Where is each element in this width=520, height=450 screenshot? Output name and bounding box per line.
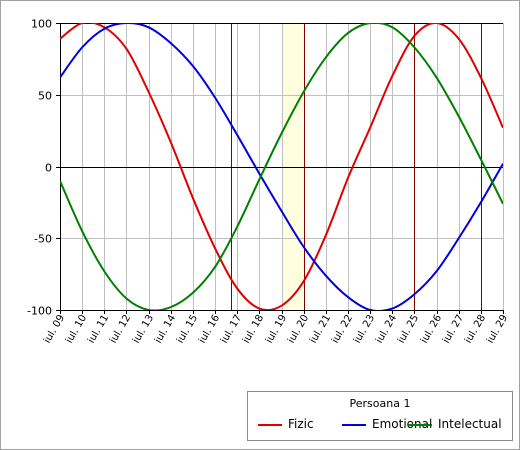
legend-title: Persoana 1 <box>349 397 411 410</box>
legend-label-emotional: Emotional <box>372 417 433 431</box>
series-line-emotional <box>60 23 503 310</box>
legend-swatch-intelectual <box>408 424 432 426</box>
legend-label-fizic: Fizic <box>288 417 314 431</box>
y-tick-label: -50 <box>34 233 52 246</box>
y-tick-label: 0 <box>45 162 52 175</box>
y-tick-label: 100 <box>31 18 52 31</box>
y-tick-label: -100 <box>27 305 52 318</box>
series-line-intelectual <box>60 23 503 310</box>
legend-swatch-emotional <box>342 424 366 426</box>
highlight-band <box>281 23 304 310</box>
x-tick-label: iul. 12 <box>108 313 133 345</box>
series-line-fizic <box>60 23 503 310</box>
x-tick-label: iul. 18 <box>241 313 266 345</box>
legend-swatch-fizic <box>258 424 282 426</box>
legend-label-intelectual: Intelectual <box>438 417 502 431</box>
y-tick-label: 50 <box>38 90 52 103</box>
x-tick-label: iul. 29 <box>485 313 510 345</box>
x-tick-label: iul. 25 <box>396 313 421 345</box>
legend: Persoana 1 Fizic Emotional Intelectual <box>247 391 513 441</box>
